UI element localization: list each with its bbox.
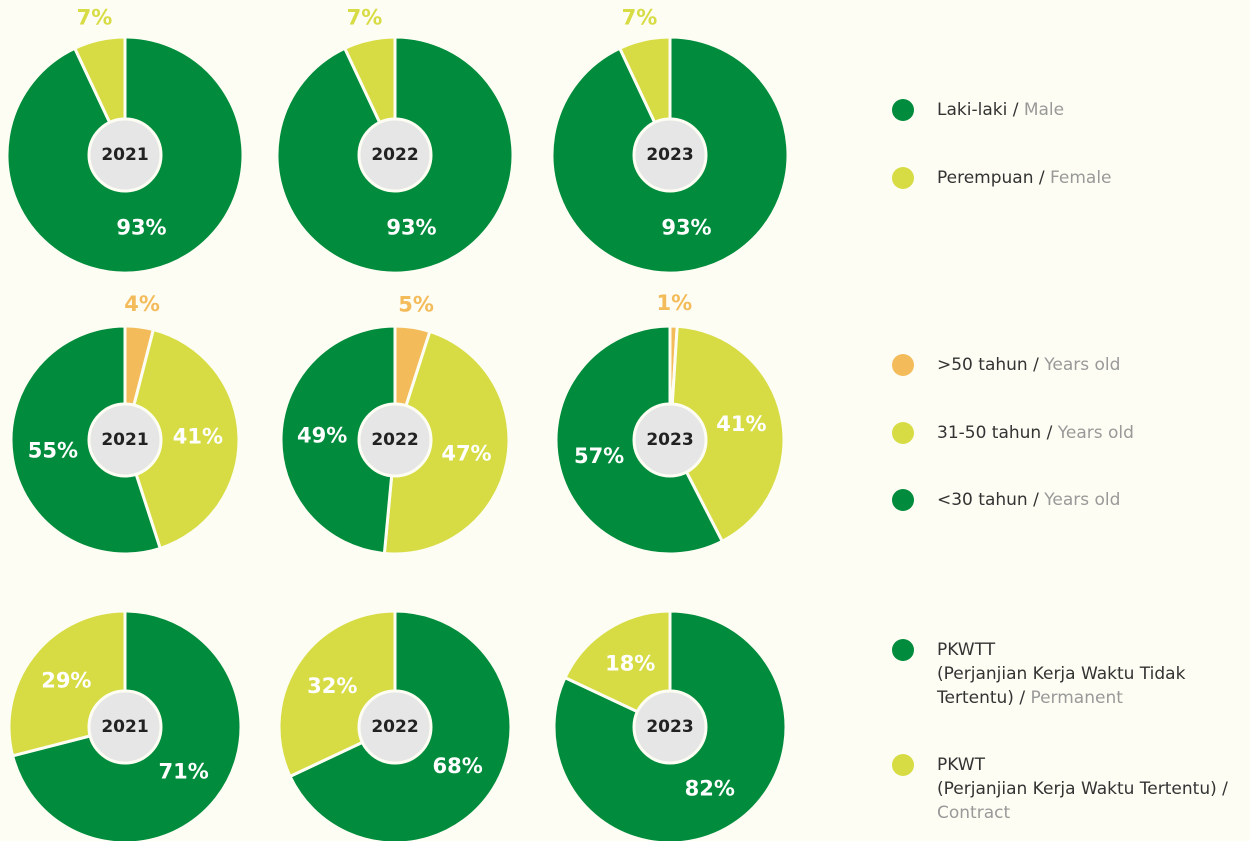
legend-entry: PKWT (Perjanjian Kerja Waktu Tertentu) /… — [937, 753, 1237, 825]
legend-marker — [892, 754, 914, 776]
legend-label: PKWT (Perjanjian Kerja Waktu Tertentu) / — [937, 755, 1228, 799]
center-circle — [632, 402, 708, 478]
legend-label: Laki-laki / — [937, 100, 1019, 120]
legend-marker — [892, 489, 914, 511]
value-label: 1% — [656, 291, 692, 315]
year-label: 2022 — [371, 430, 418, 450]
value-label: 71% — [159, 760, 209, 784]
year-label: 2021 — [101, 717, 148, 737]
legend-marker — [892, 99, 914, 121]
year-label: 2023 — [646, 145, 693, 165]
value-label: 55% — [28, 438, 78, 462]
year-label: 2023 — [646, 717, 693, 737]
year-label: 2021 — [101, 145, 148, 165]
legend-label: Perempuan / — [937, 168, 1045, 188]
legend-marker — [892, 354, 914, 376]
value-label: 7% — [347, 5, 383, 29]
legend-label-en: Years old — [1044, 490, 1121, 510]
pie-slice — [279, 324, 397, 556]
legend-entry: 31-50 tahun / Years old — [937, 421, 1237, 445]
legend-label-en: Contract — [937, 803, 1011, 823]
value-label: 5% — [398, 293, 434, 317]
value-label: 57% — [574, 444, 624, 468]
legend-label-en: Male — [1023, 100, 1065, 120]
legend-label-en: Years old — [1057, 423, 1134, 443]
year-label: 2021 — [101, 430, 148, 450]
year-label: 2022 — [371, 145, 418, 165]
value-label: 41% — [173, 425, 223, 449]
value-label: 4% — [124, 292, 160, 316]
pie-slice — [9, 324, 163, 556]
legend-entry: <30 tahun / Years old — [937, 488, 1237, 512]
center-circle — [87, 117, 163, 193]
center-circle — [632, 689, 708, 765]
center-circle — [632, 117, 708, 193]
value-label: 18% — [605, 651, 655, 675]
value-label: 93% — [661, 216, 711, 240]
legend-entry: Perempuan / Female — [937, 166, 1237, 190]
value-label: 47% — [441, 442, 491, 466]
legend-marker — [892, 167, 914, 189]
legend-entry: >50 tahun / Years old — [937, 353, 1237, 377]
legend-label-en: Permanent — [1030, 688, 1123, 708]
value-label: 41% — [716, 412, 766, 436]
value-label: 7% — [622, 5, 658, 29]
year-label: 2022 — [371, 717, 418, 737]
legend-marker — [892, 639, 914, 661]
value-label: 49% — [297, 424, 347, 448]
value-label: 82% — [685, 777, 735, 801]
value-label: 29% — [41, 668, 91, 692]
pie-slice — [563, 609, 672, 730]
value-label: 32% — [307, 674, 357, 698]
value-label: 93% — [386, 216, 436, 240]
value-label: 68% — [433, 754, 483, 778]
legend-entry: PKWTT (Perjanjian Kerja Waktu Tidak Tert… — [937, 638, 1237, 710]
legend-label-en: Years old — [1044, 355, 1121, 375]
value-label: 93% — [116, 216, 166, 240]
center-circle — [87, 689, 163, 765]
legend-label-en: Female — [1050, 168, 1112, 188]
pie-slice — [552, 609, 788, 841]
center-circle — [357, 689, 433, 765]
pie-slice — [382, 329, 511, 556]
legend-label: PKWTT (Perjanjian Kerja Waktu Tidak Tert… — [937, 640, 1186, 708]
center-circle — [357, 117, 433, 193]
center-circle — [357, 402, 433, 478]
legend-label: >50 tahun / — [937, 355, 1039, 375]
year-label: 2023 — [646, 430, 693, 450]
center-circle — [87, 402, 163, 478]
legend-label: <30 tahun / — [937, 490, 1039, 510]
legend-marker — [892, 422, 914, 444]
pie-slice — [668, 324, 786, 544]
pie-slice — [123, 327, 241, 551]
legend-label: 31-50 tahun / — [937, 423, 1053, 443]
legend-entry: Laki-laki / Male — [937, 98, 1237, 122]
value-label: 7% — [77, 5, 113, 29]
